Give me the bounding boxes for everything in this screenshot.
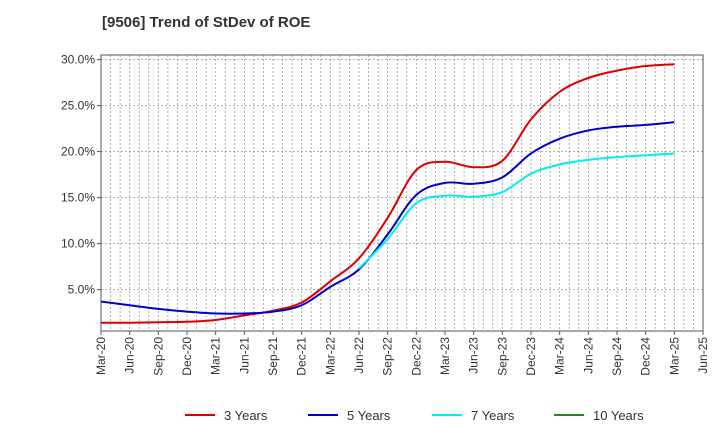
x-tick-label: Sep-21 [266,337,280,376]
x-tick-label: Mar-22 [323,337,337,375]
series-lines [100,63,675,324]
x-axis-ticks: Mar-20 Jun-20 Sep-20 Dec-20 Mar-21 Jun-21 Sep-… [94,331,710,376]
x-tick-label: Dec-23 [524,337,538,376]
x-tick-label: Sep-24 [610,337,624,376]
y-tick-label: 15.0% [61,191,95,205]
x-tick-label: Jun-25 [696,337,710,374]
chart-title: [9506] Trend of StDev of ROE [102,14,311,31]
series-line-3-years [100,63,675,324]
legend-label-3-years: 3 Years [224,408,268,423]
x-tick-label: Sep-20 [151,337,165,376]
y-tick-label: 10.0% [61,237,95,251]
x-tick-label: Jun-23 [467,337,481,374]
x-tick-label: Mar-23 [438,337,452,375]
grid [101,55,703,331]
x-tick-label: Mar-25 [667,337,681,375]
legend-label-10-years: 10 Years [593,408,644,423]
y-tick-label: 20.0% [61,145,95,159]
y-axis-ticks: 5.0% 10.0% 15.0% 20.0% 25.0% 30.0% [61,53,101,297]
x-tick-label: Jun-20 [123,337,137,374]
x-tick-label: Dec-21 [295,337,309,376]
plot-area [100,54,704,332]
x-tick-label: Sep-23 [495,337,509,376]
x-tick-label: Jun-21 [237,337,251,374]
legend-label-7-years: 7 Years [471,408,515,423]
x-tick-label: Dec-20 [180,337,194,376]
x-tick-label: Dec-24 [639,337,653,376]
x-tick-label: Mar-21 [209,337,223,375]
y-tick-label: 5.0% [68,283,96,297]
series-line-5-years [100,121,675,315]
legend: 3 Years 5 Years 7 Years 10 Years [185,408,644,423]
x-tick-label: Jun-22 [352,337,366,374]
legend-label-5-years: 5 Years [347,408,391,423]
x-tick-label: Mar-20 [94,337,108,375]
x-tick-label: Jun-24 [581,337,595,374]
x-tick-label: Sep-22 [381,337,395,376]
x-tick-label: Dec-22 [409,337,423,376]
y-tick-label: 25.0% [61,99,95,113]
y-tick-label: 30.0% [61,53,95,67]
series-line-7-years [358,152,675,270]
x-tick-label: Mar-24 [553,337,567,375]
